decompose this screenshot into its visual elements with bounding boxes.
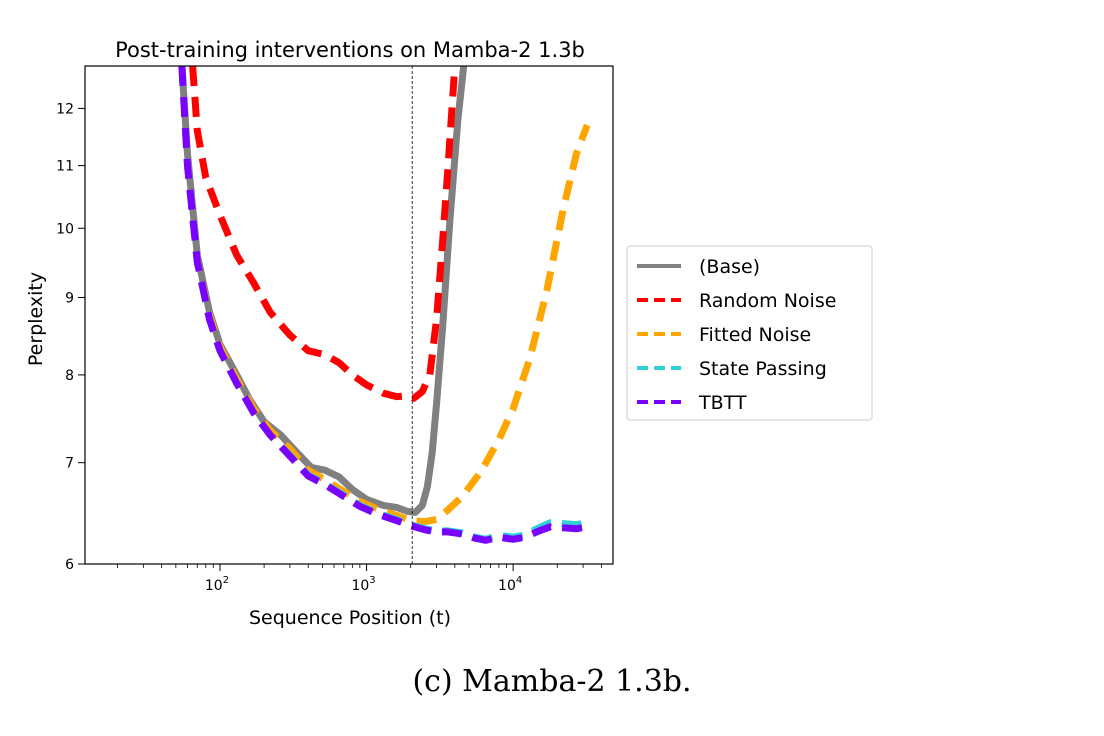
y-tick-label: 6 <box>65 557 74 573</box>
plot-frame <box>84 65 614 565</box>
x-axis-label: Sequence Position (t) <box>249 607 451 629</box>
y-axis-label: Perplexity <box>25 272 47 366</box>
chart-title: Post-training interventions on Mamba-2 1… <box>115 38 585 62</box>
legend-box <box>626 245 873 421</box>
y-tick-label: 11 <box>56 159 74 175</box>
y-tick-label: 7 <box>65 456 74 472</box>
series-line-3 <box>178 66 588 543</box>
legend-label-2: Fitted Noise <box>699 324 811 346</box>
legend-label-3: State Passing <box>699 358 827 380</box>
x-tick-label: 103 <box>351 575 375 594</box>
y-tick-label: 12 <box>56 101 74 117</box>
legend-label-0: (Base) <box>699 256 760 278</box>
series-line-2 <box>178 66 591 526</box>
legend: (Base) Random Noise Fitted Noise State Pass… <box>626 245 873 421</box>
y-tick-label: 9 <box>65 291 74 307</box>
series-line-4 <box>178 66 588 544</box>
axes: 102 103 104 6 7 8 9 10 11 12 <box>56 65 614 594</box>
plot-area <box>178 66 591 564</box>
legend-label-1: Random Noise <box>699 290 836 312</box>
x-tick-label: 102 <box>205 575 229 594</box>
y-tick-label: 8 <box>65 368 74 384</box>
figure-caption: (c) Mamba-2 1.3b. <box>412 664 692 699</box>
series-line-1 <box>189 66 459 402</box>
series-line-0 <box>178 66 468 516</box>
legend-label-4: TBTT <box>698 392 747 414</box>
y-tick-label: 10 <box>56 221 74 237</box>
x-tick-label: 104 <box>498 575 522 594</box>
